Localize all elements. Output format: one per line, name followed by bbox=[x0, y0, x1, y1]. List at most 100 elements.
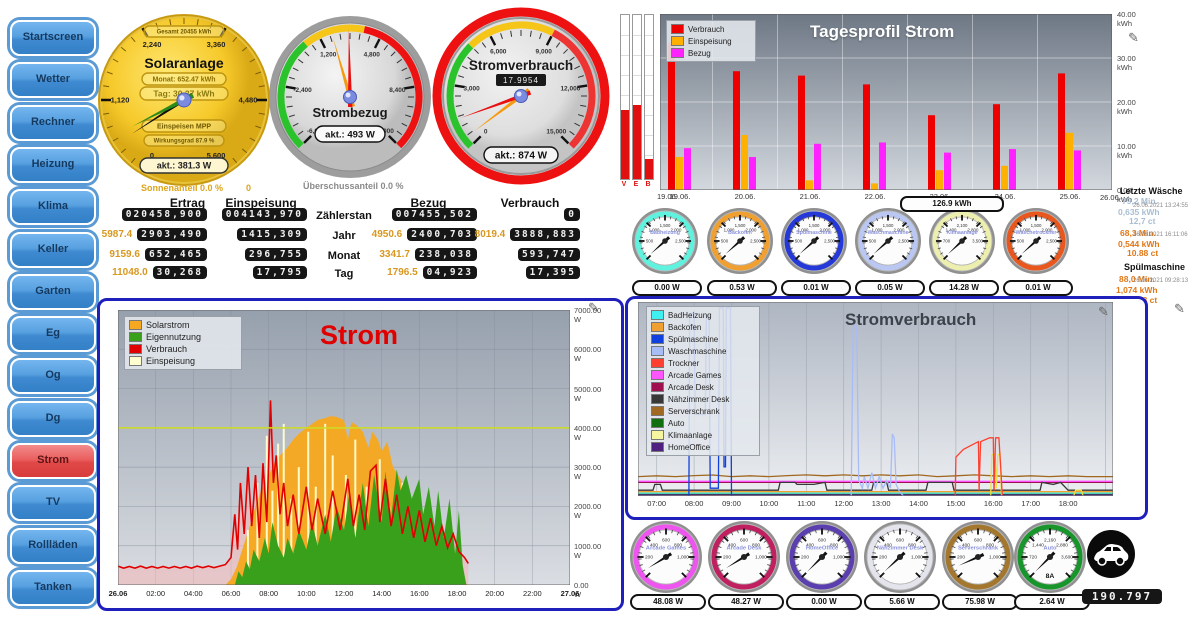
svg-text:200: 200 bbox=[723, 555, 731, 561]
chart-legend: Verbrauch Einspeisung Bezug bbox=[666, 20, 756, 62]
car-icon[interactable] bbox=[1087, 530, 1135, 578]
mini-bar-grid bbox=[645, 155, 653, 156]
x-tick: 14:00 bbox=[909, 499, 928, 508]
sidebar-item-strom[interactable]: Strom bbox=[10, 443, 96, 479]
sidebar-item-tanken[interactable]: Tanken bbox=[10, 569, 96, 606]
svg-text:Gesamt 20455 kWh: Gesamt 20455 kWh bbox=[157, 30, 212, 36]
legend-label: Waschmaschine bbox=[668, 346, 727, 356]
table-header: Ertrag bbox=[169, 196, 206, 210]
gauge-value: 75.98 W bbox=[942, 594, 1018, 610]
car-odometer: 190.797 bbox=[1082, 589, 1162, 604]
gauge-sp-lmaschine: 500 1,000 1,500 2,000 2,500 Spülmaschine bbox=[780, 207, 848, 275]
svg-text:1,000: 1,000 bbox=[872, 228, 883, 233]
x-tick: 12:00 bbox=[834, 499, 854, 508]
mini-bar-grid bbox=[645, 75, 653, 76]
table-cell: 1796.5 04,923 bbox=[378, 266, 477, 279]
gauge-badheizung: 500 1,000 1,500 2,000 2,500 Badheizung bbox=[631, 207, 699, 275]
sidebar-item-garten[interactable]: Garten bbox=[10, 273, 96, 310]
gauge-n-hzimmer-desk: 200 400 600 800 1,000 Nähzimmer Desk bbox=[863, 520, 937, 594]
svg-text:3,360: 3,360 bbox=[207, 40, 226, 49]
legend-item: Auto bbox=[651, 417, 755, 429]
strom-title: Strom bbox=[320, 320, 399, 350]
mini-bar-grid bbox=[633, 95, 641, 96]
table-header: Einspeisung bbox=[225, 196, 297, 210]
x-tick: 25.06. bbox=[1059, 192, 1081, 201]
sidebar-item-keller[interactable]: Keller bbox=[10, 231, 96, 268]
wash-stat: 68,3 Min. bbox=[1120, 228, 1156, 238]
svg-text:1,000: 1,000 bbox=[677, 555, 689, 561]
mini-bar-v bbox=[620, 14, 630, 180]
sidebar-item-klima[interactable]: Klima bbox=[10, 189, 96, 226]
legend-item: Eigennutzung bbox=[129, 331, 237, 343]
gauge-value: 0.05 W bbox=[855, 280, 925, 296]
x-tick: 16:00 bbox=[409, 589, 429, 598]
svg-text:2,800: 2,800 bbox=[968, 228, 979, 233]
svg-text:2,500: 2,500 bbox=[750, 239, 761, 244]
legend-swatch bbox=[651, 394, 664, 404]
legend-label: Arcade Desk bbox=[668, 382, 714, 392]
sidebar-item-tv[interactable]: TV bbox=[10, 485, 96, 522]
x-tick: 16:00 bbox=[983, 499, 1003, 508]
legend-item: Waschmaschine bbox=[651, 345, 755, 357]
svg-text:akt.: 493 W: akt.: 493 W bbox=[325, 129, 375, 140]
legend-item: Bezug bbox=[671, 47, 751, 59]
legend-swatch bbox=[129, 344, 142, 354]
edit-icon[interactable]: ✎ bbox=[588, 300, 599, 315]
sidebar-item-wetter[interactable]: Wetter bbox=[10, 62, 96, 99]
x-tick: 21.06. bbox=[799, 192, 821, 201]
svg-text:4,800: 4,800 bbox=[364, 52, 381, 59]
svg-text:800: 800 bbox=[674, 542, 682, 548]
sidebar-item-heizung[interactable]: Heizung bbox=[10, 146, 96, 183]
legend-item: Verbrauch bbox=[129, 343, 237, 355]
svg-text:1,000: 1,000 bbox=[649, 228, 660, 233]
edit-icon[interactable]: ✎ bbox=[1098, 304, 1109, 319]
wash-title-2: Spülmaschine bbox=[1124, 262, 1186, 272]
svg-text:1,000: 1,000 bbox=[833, 555, 845, 561]
legend-swatch bbox=[129, 332, 142, 342]
svg-text:200: 200 bbox=[879, 555, 887, 561]
gauge-value: 0.01 W bbox=[781, 280, 851, 296]
legend-swatch bbox=[651, 334, 664, 344]
svg-text:akt.: 874 W: akt.: 874 W bbox=[495, 151, 548, 162]
svg-text:600: 600 bbox=[818, 538, 826, 544]
alt-value: 8019.4 bbox=[474, 229, 506, 240]
x-tick: 09:00 bbox=[722, 499, 741, 508]
svg-text:HomeOffice: HomeOffice bbox=[806, 546, 839, 552]
legend-swatch bbox=[671, 36, 684, 46]
sidebar-item-rechner[interactable]: Rechner bbox=[10, 104, 96, 141]
odometer-value: 17,795 bbox=[252, 266, 307, 279]
svg-text:Monat: 652.47 kWh: Monat: 652.47 kWh bbox=[152, 77, 215, 84]
svg-text:1,400: 1,400 bbox=[946, 228, 957, 233]
y-tick: 7000.00 W bbox=[574, 306, 602, 324]
x-tick: 08:00 bbox=[259, 589, 279, 598]
sidebar-item-dg[interactable]: Dg bbox=[10, 400, 96, 437]
table-row-label: Monat bbox=[327, 250, 361, 262]
svg-text:1,000: 1,000 bbox=[755, 555, 767, 561]
alt-value: 1796.5 bbox=[387, 267, 418, 278]
svg-text:17.9954: 17.9954 bbox=[503, 76, 539, 85]
sidebar-item-startscreen[interactable]: Startscreen bbox=[10, 20, 96, 56]
mini-bar-fill bbox=[633, 105, 641, 179]
edit-icon[interactable]: ✎ bbox=[1174, 301, 1185, 316]
mini-bar-e bbox=[632, 14, 642, 180]
sidebar-item-eg[interactable]: Eg bbox=[10, 316, 96, 353]
table-cell: 1415,309 bbox=[200, 228, 307, 241]
svg-text:400: 400 bbox=[884, 542, 892, 548]
wash-stat: 0,635 kWh bbox=[1118, 207, 1160, 217]
table-row-label: Jahr bbox=[332, 230, 356, 242]
odometer-value: 3888,883 bbox=[510, 228, 580, 241]
svg-text:1,200: 1,200 bbox=[320, 52, 337, 59]
wash-stat: 0,544 kWh bbox=[1118, 239, 1160, 249]
legend-swatch bbox=[651, 430, 664, 440]
sidebar-item-og[interactable]: Og bbox=[10, 358, 96, 395]
mini-bar-grid bbox=[621, 35, 629, 36]
svg-text:12,000: 12,000 bbox=[560, 85, 580, 92]
sidebar-item-rollläden[interactable]: Rollläden bbox=[10, 527, 96, 564]
legend-item: Spülmaschine bbox=[651, 333, 755, 345]
x-tick: 10:00 bbox=[296, 589, 316, 598]
mini-bar-grid bbox=[645, 35, 653, 36]
odometer-value: 296,755 bbox=[244, 248, 307, 261]
svg-text:3,000: 3,000 bbox=[463, 85, 480, 92]
edit-icon[interactable]: ✎ bbox=[1128, 30, 1139, 45]
legend-swatch bbox=[651, 310, 664, 320]
